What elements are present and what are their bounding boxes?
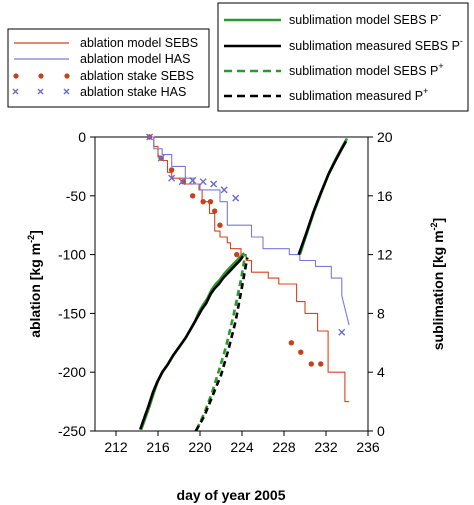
x-axis-label: day of year 2005 [177,487,286,503]
stake-has-point [210,180,218,188]
y-tick-label: -50 [66,188,86,204]
y-tick-label: 0 [78,129,86,145]
legend-left: ablation model SEBS ablation model HAS a… [7,28,210,108]
y-tick-label: -250 [58,423,86,439]
stake-sebs-point [180,178,186,185]
stake-has-point [146,133,154,141]
legend-label-sublimation-measured-sebs-p-minus: sublimation measured SEBS P- [289,36,463,53]
y-axis-label: ablation [kg m-2] [26,230,43,338]
y2-tick-label: 4 [377,364,385,380]
y-tick-label: -150 [58,305,86,321]
stake-has-point [189,177,197,185]
legend-label-ablation-model-has: ablation model HAS [80,52,190,66]
series-ablation-model-sebs [149,136,350,403]
stake-sebs-point [200,198,206,205]
series-sublimation-measured-sebs-p-second-segment [297,140,348,256]
legend-right: sublimation model SEBS P- sublimation me… [217,2,469,112]
axis-ticks: 212 216 220 224 228 232 2360-50-100-150-200-25… [58,129,393,455]
series-ablation-stake-has [146,133,346,336]
x-tick-label: 228 [272,439,296,455]
legend-label-ablation-stake-sebs: ablation stake SEBS [80,69,194,83]
legend-label-ablation-model-sebs: ablation model SEBS [80,36,198,50]
plot-area [94,136,369,432]
stake-has-point [220,186,228,194]
x-tick-label: 236 [356,439,380,455]
legend-label-sublimation-model-sebs-p-minus: sublimation model SEBS P- [289,10,441,27]
stake-sebs-point [168,167,175,173]
data-marks [138,133,350,432]
stake-sebs-point [207,198,214,205]
y2-axis-label: sublimation [kg m-2] [429,218,446,350]
stake-sebs-point [217,222,223,228]
stake-has-point [157,154,165,162]
y2-tick-label: 16 [377,188,393,204]
x-tick-label: 220 [188,439,212,455]
y2-tick-label: 12 [377,247,393,263]
x-tick-label: 224 [230,439,254,455]
x-tick-label: 212 [104,439,128,455]
y-tick-label: -200 [58,364,86,380]
stake-sebs-point [189,193,196,199]
stake-has-point [168,174,176,182]
stake-has-point [232,194,240,202]
legend-label-sublimation-measured-p-plus: sublimation measured P+ [289,86,428,103]
legend-left-box [7,28,210,108]
series-sublimation-measured-p-plus [194,257,249,432]
series-sublimation-measured-sebs-p [138,255,245,430]
stake-has-point [178,178,186,186]
stake-sebs-point [308,361,314,367]
stake-sebs-point [234,251,240,258]
stake-sebs-point [212,208,218,214]
x-tick-label: 232 [314,439,338,455]
stake-sebs-point [288,340,295,346]
y-tick-label: -100 [58,247,86,263]
legend-swatch-ablation-stake-sebs [13,73,70,79]
stake-sebs-point [298,349,304,355]
series-ablation-stake-sebs [146,134,324,367]
stake-has-point [199,178,207,186]
x-tick-label: 216 [146,439,170,455]
stake-sebs-point [318,361,324,367]
stake-has-point [338,328,346,336]
series-ablation-model-has [149,136,350,326]
legend-swatch-ablation-stake-has [12,88,70,95]
y2-tick-label: 0 [377,423,385,439]
series-sublimation-model-sebs-p-second-segment [298,137,349,256]
y2-tick-label: 20 [377,129,393,145]
legend-label-sublimation-model-sebs-p-plus: sublimation model SEBS P+ [289,61,444,78]
legend-label-ablation-stake-has: ablation stake HAS [80,85,186,99]
y2-tick-label: 8 [377,305,385,321]
